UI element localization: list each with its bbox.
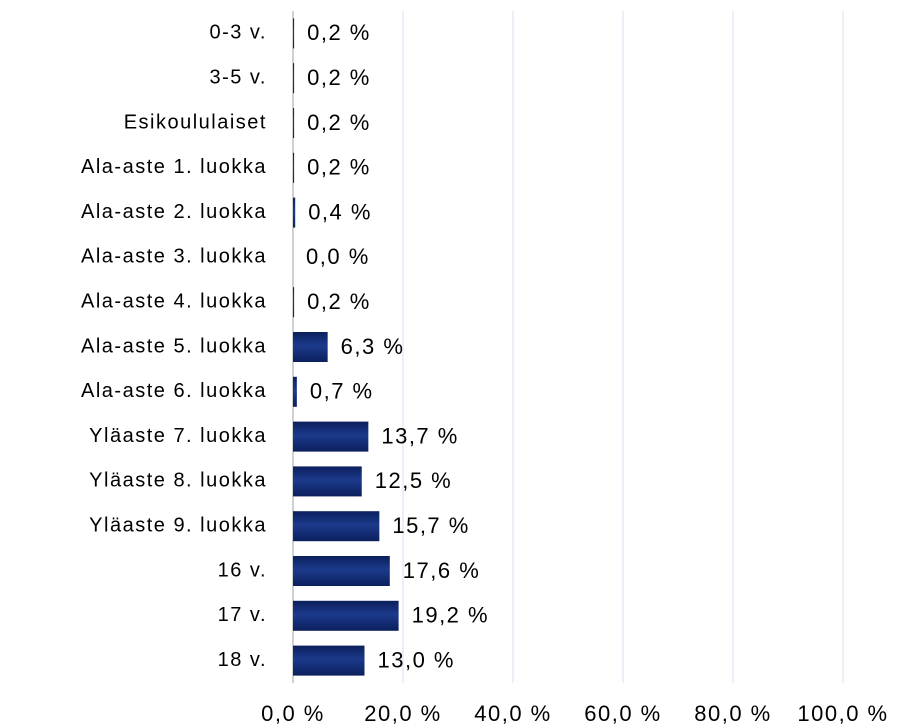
y-tick-label: 0-3 v. — [209, 22, 267, 44]
y-tick-label: Ala-aste 4. luokka — [81, 290, 267, 312]
data-label: 19,2 % — [412, 603, 490, 628]
data-label: 0,2 % — [307, 110, 371, 135]
data-label: 0,2 % — [307, 155, 371, 180]
data-label: 15,7 % — [392, 513, 470, 538]
y-tick-label: Yläaste 8. luokka — [89, 470, 267, 492]
x-tick-label: 20,0 % — [364, 701, 442, 726]
bar — [293, 332, 328, 362]
data-label: 0,0 % — [306, 244, 370, 269]
y-tick-label: Ala-aste 2. luokka — [81, 201, 267, 223]
x-tick-label: 40,0 % — [474, 701, 552, 726]
y-tick-label: Yläaste 7. luokka — [89, 425, 267, 447]
bar — [293, 556, 390, 586]
y-tick-label: Esikoululaiset — [124, 111, 267, 133]
bar — [293, 600, 399, 631]
y-tick-label: 3-5 v. — [209, 66, 267, 88]
x-tick-label: 80,0 % — [694, 701, 772, 726]
data-label: 12,5 % — [375, 468, 453, 493]
data-label: 6,3 % — [341, 334, 405, 359]
y-tick-label: 16 v. — [218, 559, 267, 581]
data-label: 0,2 % — [307, 289, 371, 314]
y-tick-label: Ala-aste 1. luokka — [81, 156, 267, 178]
bar — [293, 63, 295, 94]
bar — [293, 511, 380, 542]
bar — [293, 466, 362, 497]
y-tick-label: Ala-aste 6. luokka — [81, 380, 267, 402]
bar — [293, 152, 295, 183]
x-tick-label: 100,0 % — [797, 701, 888, 726]
data-label: 13,7 % — [381, 423, 459, 448]
data-label: 0,7 % — [310, 379, 374, 404]
bar — [293, 421, 369, 452]
y-tick-label: 18 v. — [218, 649, 267, 671]
data-label: 0,4 % — [308, 199, 372, 224]
data-label: 17,6 % — [403, 558, 481, 583]
data-label: 13,0 % — [378, 647, 456, 672]
x-tick-label: 0,0 % — [261, 701, 325, 726]
bar — [293, 108, 295, 138]
y-tick-label: 17 v. — [218, 604, 267, 626]
data-label: 0,2 % — [307, 65, 371, 90]
data-label: 0,2 % — [307, 20, 371, 45]
x-tick-label: 60,0 % — [584, 701, 662, 726]
bar — [293, 645, 365, 676]
bar — [293, 18, 295, 49]
y-tick-label: Yläaste 9. luokka — [89, 514, 267, 536]
y-tick-label: Ala-aste 5. luokka — [81, 335, 267, 357]
bar — [293, 376, 297, 407]
bar — [293, 287, 295, 318]
y-tick-label: Ala-aste 3. luokka — [81, 246, 267, 268]
bar — [293, 197, 296, 228]
